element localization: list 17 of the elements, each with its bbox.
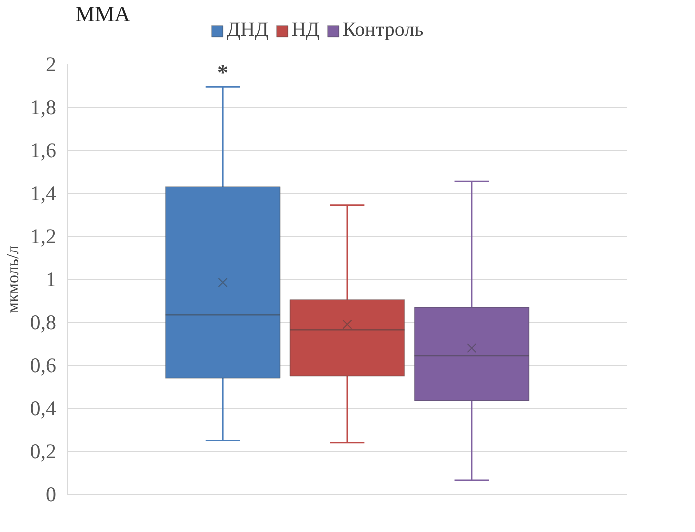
y-tick-label: 1,4 [30,182,57,206]
y-tick-label: 1,6 [30,138,56,162]
y-tick-label: 2 [46,52,56,76]
chart-title: MMA [76,2,131,26]
y-axis-title: мкмоль/л [3,245,22,314]
y-tick-label: 0 [46,482,56,506]
y-tick-label: 1 [46,268,56,292]
y-tick-label: 1,2 [30,224,56,248]
y-tick-label: 0,2 [30,440,56,464]
annotation: * [218,60,229,86]
y-tick-label: 0,4 [30,396,57,420]
legend-label: НД [292,19,320,42]
y-tick-label: 0,8 [30,310,56,334]
y-tick-label: 0,6 [30,354,56,378]
y-tick-label: 1,8 [30,96,56,120]
legend-label: Контроль [342,19,424,42]
legend-label: ДНД [227,19,269,42]
